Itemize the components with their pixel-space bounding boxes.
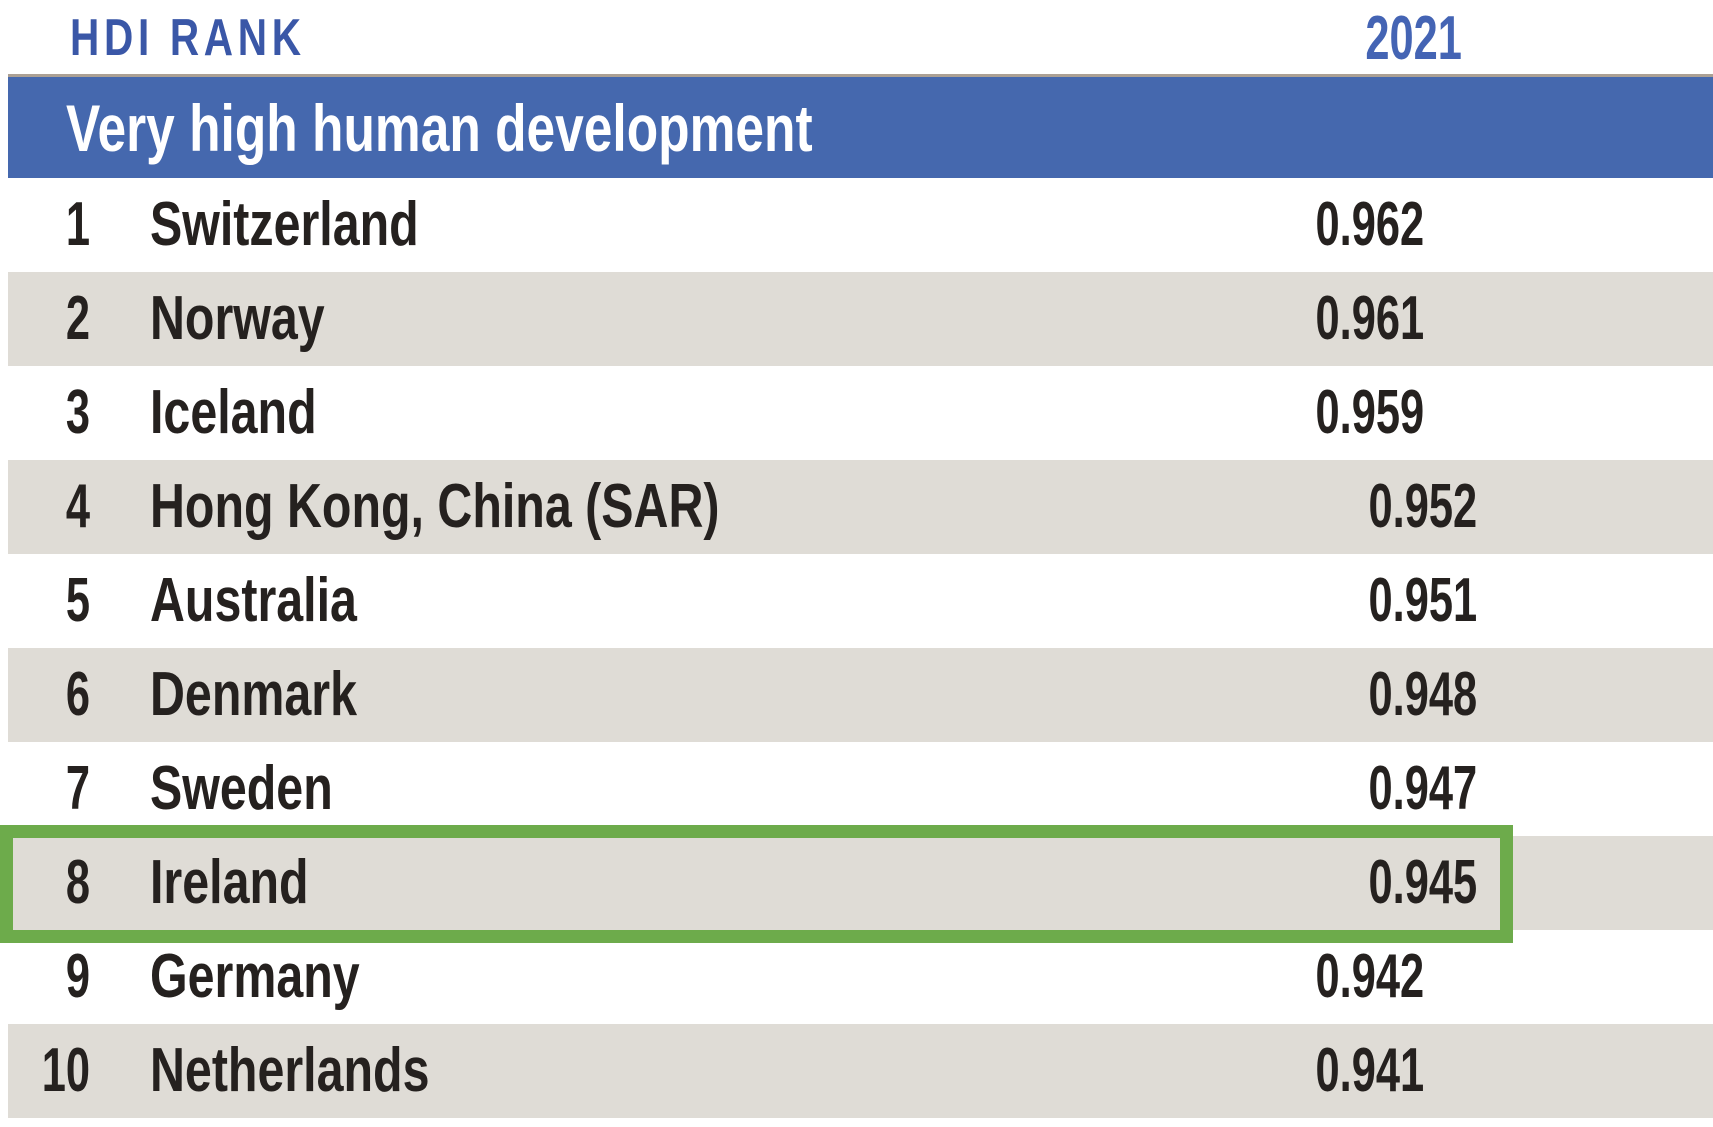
hdi-rank-column-header: HDI RANK	[70, 9, 306, 67]
country-cell: Netherlands	[150, 1036, 430, 1105]
rank-cell: 2	[65, 284, 90, 353]
table-row: 7 Sweden 0.947	[0, 742, 1713, 836]
hdi-value-cell: 0.959	[1315, 378, 1424, 447]
table-row: 9 Germany 0.942	[0, 930, 1713, 1024]
ranking-table-body: 1 Switzerland 0.962 2 Norway 0.961 3 Ice…	[0, 178, 1713, 1118]
hdi-value-cell: 0.942	[1315, 942, 1424, 1011]
rank-cell: 4	[65, 472, 90, 541]
table-row: 4 Hong Kong, China (SAR) 0.952	[0, 460, 1713, 554]
rank-cell: 9	[65, 942, 90, 1011]
hdi-value-cell: 0.948	[1368, 660, 1477, 729]
country-cell: Ireland	[150, 848, 309, 917]
table-row: 3 Iceland 0.959	[0, 366, 1713, 460]
table-row: 6 Denmark 0.948	[0, 648, 1713, 742]
hdi-value-cell: 0.947	[1368, 754, 1477, 823]
rank-cell: 10	[41, 1036, 90, 1105]
table-row: 10 Netherlands 0.941	[0, 1024, 1713, 1118]
hdi-value-cell: 0.951	[1368, 566, 1477, 635]
table-row: 1 Switzerland 0.962	[0, 178, 1713, 272]
rank-cell: 8	[65, 848, 90, 917]
country-cell: Iceland	[150, 378, 317, 447]
country-cell: Hong Kong, China (SAR)	[150, 472, 720, 541]
country-cell: Denmark	[150, 660, 357, 729]
hdi-value-cell: 0.952	[1368, 472, 1477, 541]
rank-cell: 6	[65, 660, 90, 729]
hdi-value-cell: 0.962	[1315, 190, 1424, 259]
table-row: 2 Norway 0.961	[0, 272, 1713, 366]
country-cell: Germany	[150, 942, 360, 1011]
country-cell: Sweden	[150, 754, 333, 823]
hdi-value-cell: 0.961	[1315, 284, 1424, 353]
country-cell: Switzerland	[150, 190, 419, 259]
year-column-header: 2021	[1365, 4, 1462, 73]
rank-cell: 7	[65, 754, 90, 823]
rank-cell: 3	[65, 378, 90, 447]
table-row: 5 Australia 0.951	[0, 554, 1713, 648]
table-row-highlighted: 8 Ireland 0.945	[0, 836, 1713, 930]
country-cell: Norway	[150, 284, 325, 353]
rank-cell: 1	[65, 190, 90, 259]
country-cell: Australia	[150, 566, 357, 635]
category-banner-label: Very high human development	[66, 90, 813, 165]
category-banner: Very high human development	[8, 74, 1713, 178]
hdi-value-cell: 0.945	[1368, 848, 1477, 917]
hdi-value-cell: 0.941	[1315, 1036, 1424, 1105]
rank-cell: 5	[65, 566, 90, 635]
